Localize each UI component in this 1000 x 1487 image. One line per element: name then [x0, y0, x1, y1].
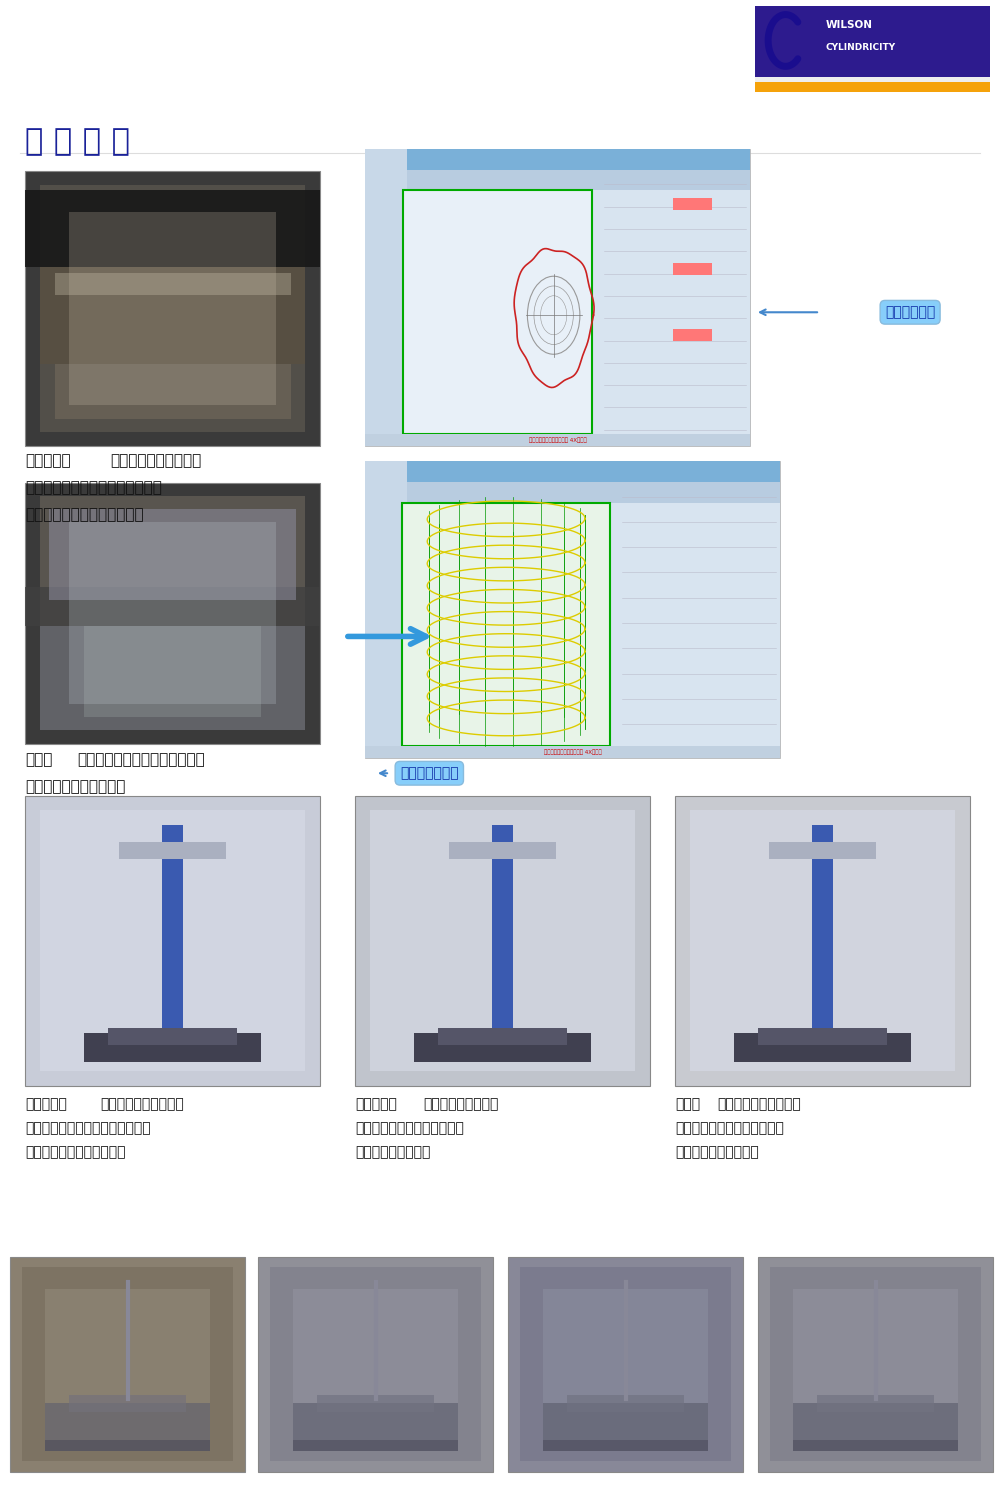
Bar: [793, 1289, 958, 1439]
Bar: [758, 1028, 887, 1045]
Text: 进行圆度和圆柱度值的测量: 进行圆度和圆柱度值的测量: [25, 1145, 126, 1158]
Bar: [793, 1404, 958, 1451]
Bar: [817, 1395, 934, 1411]
Bar: [690, 810, 955, 1071]
Bar: [69, 213, 276, 404]
Bar: [812, 824, 833, 1033]
Bar: [673, 198, 712, 210]
Bar: [40, 810, 305, 1071]
Bar: [10, 1257, 245, 1472]
Text: 只要配备加长测杆，: 只要配备加长测杆，: [423, 1097, 498, 1111]
Bar: [365, 746, 780, 758]
Bar: [567, 1395, 684, 1411]
Text: 夹具，都能快速完成测量: 夹具，都能快速完成测量: [25, 779, 125, 794]
Bar: [403, 190, 592, 434]
Bar: [365, 149, 407, 446]
Text: 需要定制合适的立柱就可以快捷的: 需要定制合适的立柱就可以快捷的: [25, 1121, 151, 1135]
Bar: [25, 171, 320, 446]
Bar: [370, 810, 635, 1071]
Bar: [25, 587, 320, 626]
Text: 长轴内孔：: 长轴内孔：: [355, 1097, 397, 1111]
Bar: [119, 842, 226, 859]
Text: 配备定制的装夹工装，: 配备定制的装夹工装，: [110, 454, 201, 468]
Bar: [449, 842, 556, 859]
Bar: [769, 842, 876, 859]
Bar: [492, 824, 513, 1033]
Text: 连杆测量：: 连杆测量：: [25, 454, 71, 468]
Bar: [402, 503, 610, 746]
Text: 缸头：: 缸头：: [25, 752, 52, 767]
Bar: [84, 1033, 261, 1062]
Bar: [543, 1289, 708, 1439]
Text: 当前图形显示和处理结果为 4X作图数: 当前图形显示和处理结果为 4X作图数: [544, 749, 601, 755]
Bar: [414, 1033, 591, 1062]
Bar: [365, 434, 750, 446]
Bar: [22, 1267, 233, 1462]
Bar: [293, 1289, 458, 1439]
Bar: [755, 77, 990, 82]
Text: 测量圆度和圆柱度值: 测量圆度和圆柱度值: [355, 1145, 430, 1158]
Bar: [162, 824, 183, 1033]
Bar: [365, 482, 780, 503]
Bar: [317, 1395, 434, 1411]
Text: WILSON: WILSON: [826, 19, 872, 30]
Bar: [258, 1257, 493, 1472]
Text: 圆度测量界面: 圆度测量界面: [885, 305, 935, 320]
Text: 当前图形显示和处理结果为 4X作图数: 当前图形显示和处理结果为 4X作图数: [529, 437, 586, 443]
Text: 长轴产品：: 长轴产品：: [25, 1097, 67, 1111]
Bar: [365, 149, 750, 446]
Bar: [365, 461, 780, 758]
Bar: [54, 364, 290, 419]
Bar: [770, 1267, 981, 1462]
Bar: [675, 796, 970, 1086]
Bar: [673, 263, 712, 275]
Bar: [673, 329, 712, 341]
Text: 再复杂的缸头，只要配备定制的: 再复杂的缸头，只要配备定制的: [77, 752, 205, 767]
Bar: [25, 796, 320, 1086]
Bar: [40, 268, 305, 364]
Bar: [45, 1289, 210, 1439]
Bar: [40, 626, 305, 730]
Text: 可以方便、快捷的测量不同大小连: 可以方便、快捷的测量不同大小连: [25, 480, 162, 495]
Bar: [734, 1033, 911, 1062]
Bar: [365, 461, 406, 758]
Bar: [25, 190, 320, 268]
Bar: [45, 1404, 210, 1451]
Bar: [40, 184, 305, 433]
Bar: [365, 461, 780, 482]
Bar: [270, 1267, 481, 1462]
Bar: [355, 796, 650, 1086]
Text: 就可以把传感器放进内孔深处: 就可以把传感器放进内孔深处: [355, 1121, 464, 1135]
Bar: [25, 483, 320, 744]
Bar: [293, 1404, 458, 1451]
Text: 测量曲轴轴颈，拐颈的圆度圆: 测量曲轴轴颈，拐颈的圆度圆: [675, 1121, 784, 1135]
Bar: [108, 1028, 237, 1045]
Bar: [49, 509, 296, 601]
Bar: [543, 1404, 708, 1451]
Text: CYLINDRICITY: CYLINDRICITY: [826, 43, 896, 52]
Bar: [40, 497, 305, 730]
Text: 杆两端的内孔圆度和圆柱度值: 杆两端的内孔圆度和圆柱度值: [25, 507, 144, 522]
Bar: [54, 272, 290, 294]
Bar: [69, 1395, 186, 1411]
Bar: [758, 1257, 993, 1472]
Bar: [438, 1028, 567, 1045]
Text: 配备定制的装夹工装，: 配备定制的装夹工装，: [717, 1097, 801, 1111]
Bar: [365, 170, 750, 190]
Bar: [365, 149, 750, 170]
Bar: [520, 1267, 731, 1462]
Bar: [69, 522, 276, 705]
Text: 曲轴：: 曲轴：: [675, 1097, 700, 1111]
Text: 柱度，就变的如此容易: 柱度，就变的如此容易: [675, 1145, 759, 1158]
Text: 圆柱度测量界面: 圆柱度测量界面: [400, 766, 459, 781]
Bar: [508, 1257, 743, 1472]
Bar: [84, 626, 261, 718]
Bar: [755, 6, 990, 92]
Text: 再长的高度，可以根据: 再长的高度，可以根据: [100, 1097, 184, 1111]
Bar: [755, 82, 990, 92]
Text: 测 量 案 例: 测 量 案 例: [25, 126, 130, 156]
